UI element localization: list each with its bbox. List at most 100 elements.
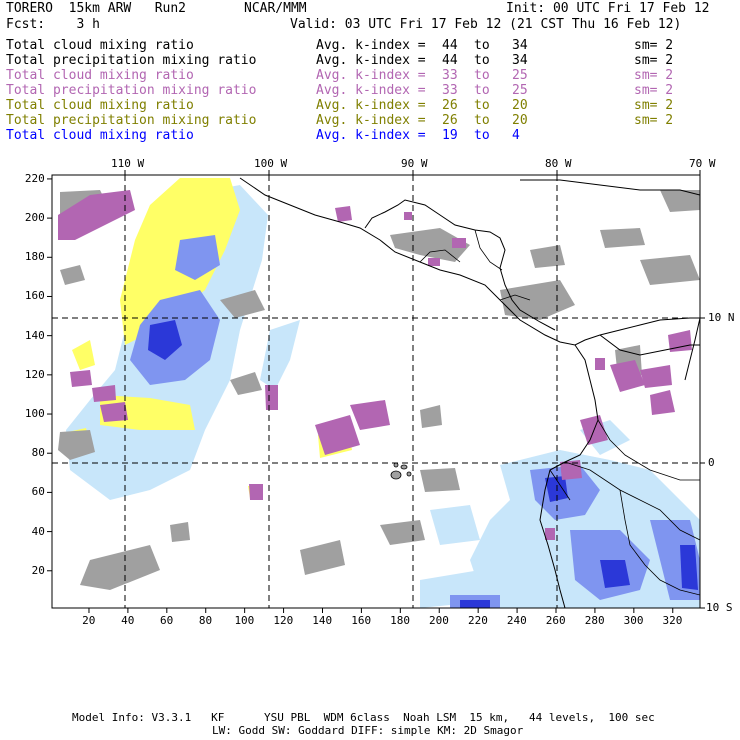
legend-to: 34 bbox=[512, 38, 528, 53]
x-tick-label: 280 bbox=[584, 614, 605, 627]
legend-to-word: to bbox=[474, 83, 490, 98]
x-tick-label: 120 bbox=[273, 614, 294, 627]
legend-row: Total precipitation mixing ratio Avg. k-i… bbox=[6, 113, 736, 128]
y-tick-label: 100 bbox=[24, 407, 45, 421]
legend-field: Total precipitation mixing ratio bbox=[6, 83, 257, 98]
legend-kindex: Avg. k-index = bbox=[316, 113, 426, 128]
init-time: Init: 00 UTC Fri 17 Feb 12 bbox=[506, 1, 710, 16]
x-tick-label: 140 bbox=[312, 614, 333, 627]
x-tick-label: 100 bbox=[234, 614, 255, 627]
legend-to-word: to bbox=[474, 53, 490, 68]
x-tick-label: 180 bbox=[390, 614, 410, 627]
y-tick-label: 160 bbox=[24, 289, 45, 303]
y-tick-label: 60 bbox=[31, 485, 45, 499]
legend-from: 44 bbox=[442, 53, 458, 68]
legend-to-word: to bbox=[474, 68, 490, 83]
legend-row: Total cloud mixing ratio Avg. k-index = 26… bbox=[6, 98, 736, 113]
legend-field: Total cloud mixing ratio bbox=[6, 98, 194, 113]
legend-to-word: to bbox=[474, 128, 490, 143]
lon-label-70w: 70 W bbox=[689, 157, 716, 170]
legend-to: 25 bbox=[512, 83, 528, 98]
legend-kindex: Avg. k-index = bbox=[316, 83, 426, 98]
x-tick-label: 260 bbox=[545, 614, 566, 627]
legend-row: Total cloud mixing ratio Avg. k-index = 44… bbox=[6, 38, 736, 53]
legend-field: Total precipitation mixing ratio bbox=[6, 113, 257, 128]
legend-from: 33 bbox=[442, 83, 458, 98]
y-tick-label: 40 bbox=[31, 524, 45, 538]
legend-kindex: Avg. k-index = bbox=[316, 38, 426, 53]
x-tick-label: 300 bbox=[623, 614, 644, 627]
legend-sm: sm= 2 bbox=[634, 68, 674, 83]
legend-sm: sm= 2 bbox=[634, 83, 674, 98]
legend-sm: sm= 2 bbox=[634, 113, 674, 128]
legend-sm: sm= 2 bbox=[634, 38, 674, 53]
lon-label-110w: 110 W bbox=[111, 157, 145, 170]
galapagos-islands bbox=[390, 462, 412, 480]
legend-to: 4 bbox=[512, 128, 520, 143]
cloud-purple-region bbox=[58, 190, 692, 540]
legend-from: 44 bbox=[442, 38, 458, 53]
legend-sm: sm= 2 bbox=[634, 53, 674, 68]
lon-label-100w: 100 W bbox=[254, 157, 288, 170]
legend-to: 20 bbox=[512, 98, 528, 113]
legend-to: 20 bbox=[512, 113, 528, 128]
legend-to-word: to bbox=[474, 38, 490, 53]
physics-info: LW: Godd SW: Goddard DIFF: simple KM: 2D… bbox=[212, 724, 524, 737]
y-tick-label: 120 bbox=[24, 367, 45, 381]
map-frame bbox=[51, 174, 701, 609]
model-info: Model Info: V3.3.1 KF YSU PBL WDM 6class… bbox=[72, 711, 655, 724]
y-tick-marks bbox=[47, 178, 52, 572]
legend-to: 34 bbox=[512, 53, 528, 68]
legend-row: Total cloud mixing ratio Avg. k-index = 33… bbox=[6, 68, 736, 83]
x-tick-marks bbox=[88, 608, 674, 613]
lon-label-90w: 90 W bbox=[401, 157, 428, 170]
x-tick-label: 240 bbox=[506, 614, 527, 627]
x-tick-label: 80 bbox=[198, 614, 213, 627]
lon-tick-marks bbox=[124, 170, 701, 175]
y-tick-label: 180 bbox=[24, 250, 45, 264]
y-tick-label: 20 bbox=[31, 563, 45, 577]
x-tick-label: 40 bbox=[121, 614, 135, 627]
latlon-grid bbox=[52, 175, 700, 608]
legend-kindex: Avg. k-index = bbox=[316, 53, 426, 68]
forecast-hour: Fcst: 3 h bbox=[6, 17, 100, 32]
legend-from: 26 bbox=[442, 98, 458, 113]
valid-time: Valid: 03 UTC Fri 17 Feb 12 (21 CST Thu … bbox=[290, 17, 682, 32]
legend-field: Total cloud mixing ratio bbox=[6, 38, 194, 53]
y-tick-label: 80 bbox=[31, 446, 45, 460]
legend-kindex: Avg. k-index = bbox=[316, 98, 426, 113]
lat-label-10s: 10 S bbox=[706, 601, 733, 614]
legend-field: Total precipitation mixing ratio bbox=[6, 53, 257, 68]
legend-to-word: to bbox=[474, 113, 490, 128]
legend-from: 26 bbox=[442, 113, 458, 128]
legend-from: 33 bbox=[442, 68, 458, 83]
lat-label-eq: 0 bbox=[708, 456, 715, 469]
x-tick-label: 200 bbox=[429, 614, 449, 627]
legend-sm: sm= 2 bbox=[634, 98, 674, 113]
legend-to: 25 bbox=[512, 68, 528, 83]
center-name: NCAR/MMM bbox=[244, 1, 307, 16]
x-tick-label: 60 bbox=[160, 614, 174, 627]
legend-from: 19 bbox=[442, 128, 458, 143]
x-tick-label: 320 bbox=[662, 614, 683, 627]
legend-to-word: to bbox=[474, 98, 490, 113]
lat-label-10n: 10 N bbox=[708, 311, 735, 324]
legend-field: Total cloud mixing ratio bbox=[6, 128, 194, 143]
x-tick-label: 20 bbox=[82, 614, 96, 627]
legend-row: Total precipitation mixing ratio Avg. k-i… bbox=[6, 83, 736, 98]
lon-label-80w: 80 W bbox=[545, 157, 572, 170]
lat-tick-marks bbox=[700, 317, 705, 609]
legend-field: Total cloud mixing ratio bbox=[6, 68, 194, 83]
run-title: TORERO 15km ARW Run2 bbox=[6, 1, 187, 16]
x-tick-label: 160 bbox=[351, 614, 372, 627]
legend-kindex: Avg. k-index = bbox=[316, 128, 426, 143]
x-tick-label: 220 bbox=[467, 614, 488, 627]
legend-kindex: Avg. k-index = bbox=[316, 68, 426, 83]
y-tick-label: 200 bbox=[24, 211, 45, 225]
legend-row: Total cloud mixing ratio Avg. k-index = 19… bbox=[6, 128, 736, 143]
y-tick-label: 140 bbox=[24, 328, 45, 342]
legend-row: Total precipitation mixing ratio Avg. k-i… bbox=[6, 53, 736, 68]
y-tick-label: 220 bbox=[24, 171, 45, 185]
cloud-deep-blue-region bbox=[148, 320, 698, 608]
